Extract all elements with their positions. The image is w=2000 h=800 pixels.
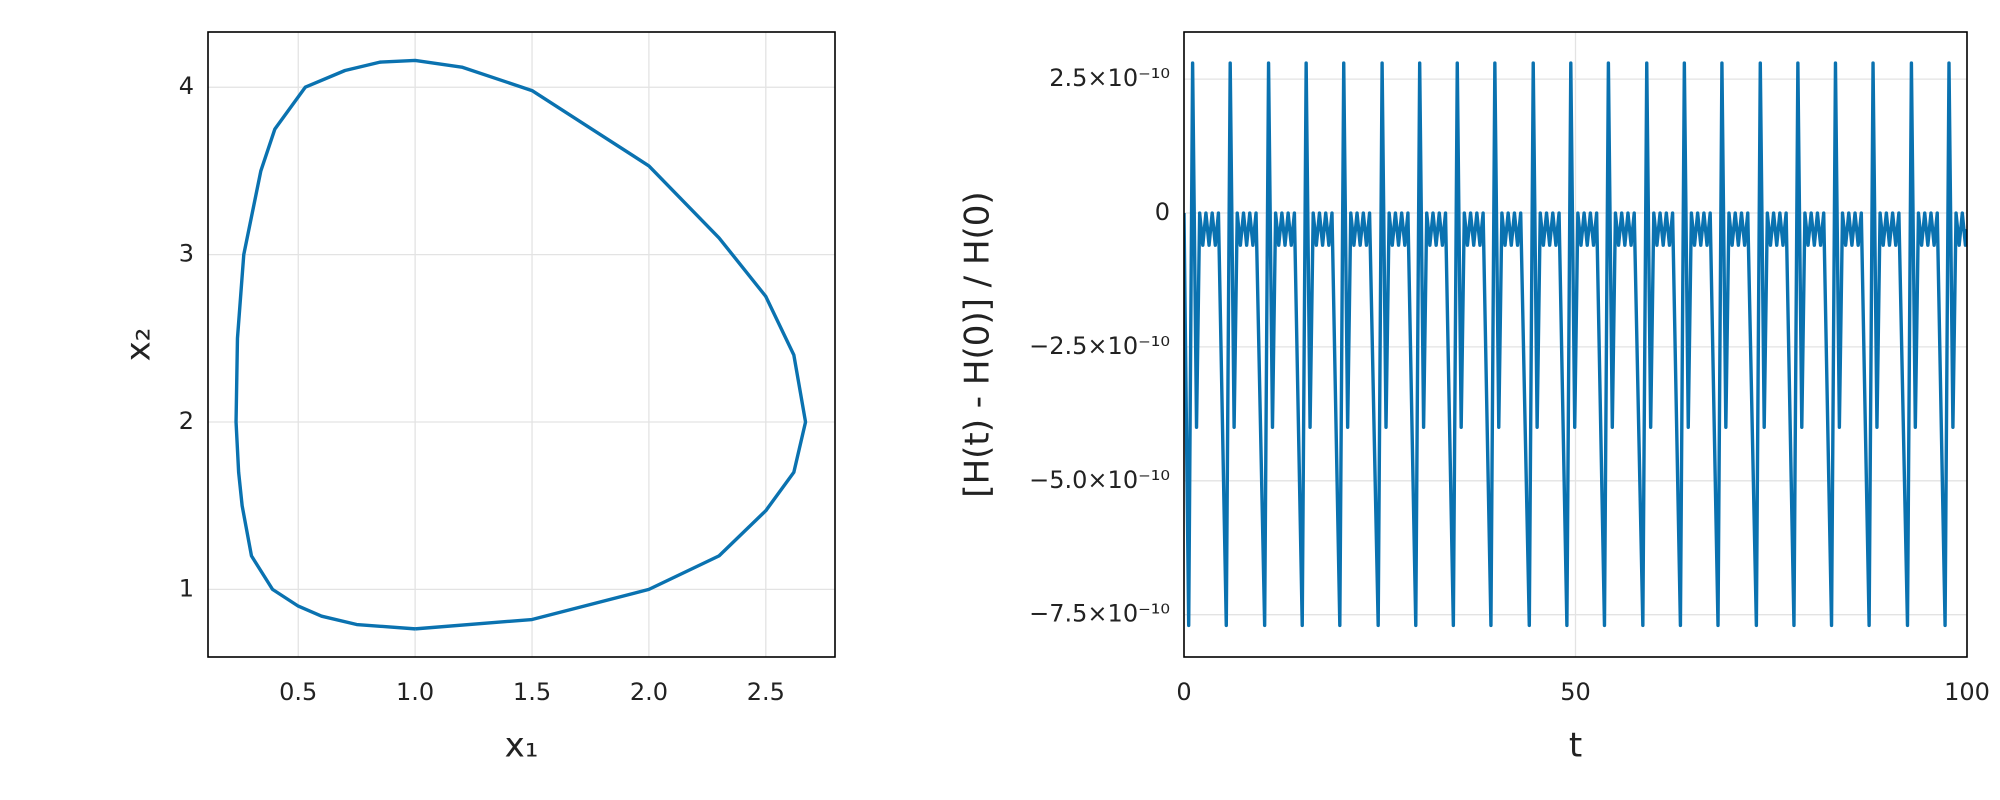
y-tick-label: −7.5×10⁻¹⁰ — [1029, 600, 1170, 628]
x-tick-label: 1.0 — [396, 678, 434, 706]
x-tick-label: 100 — [1944, 678, 1990, 706]
x-tick-label: 1.5 — [513, 678, 551, 706]
data-line — [234, 58, 808, 631]
x-tick-label: 50 — [1560, 678, 1591, 706]
y-tick-label: 3 — [179, 240, 194, 268]
x-tick-label: 0.5 — [279, 678, 317, 706]
y-tick-label: 1 — [179, 574, 194, 602]
x-tick-label: 2.5 — [747, 678, 785, 706]
x-axis-label: x₁ — [505, 726, 539, 766]
y-axis-label: x₂ — [119, 328, 159, 362]
axes-frame — [207, 31, 836, 658]
y-tick-label: 2 — [179, 407, 194, 435]
x-axis-label: t — [1569, 726, 1582, 766]
y-tick-label: −5.0×10⁻¹⁰ — [1029, 466, 1170, 494]
x-tick-label: 2.0 — [630, 678, 668, 706]
y-tick-label: 2.5×10⁻¹⁰ — [1049, 64, 1170, 92]
x-tick-label: 0 — [1176, 678, 1191, 706]
data-line — [1184, 61, 1967, 628]
y-tick-label: 0 — [1155, 198, 1170, 226]
y-tick-label: 4 — [179, 72, 194, 100]
y-axis-label: [H(t) - H(0)] / H(0) — [958, 191, 998, 497]
axes-frame — [1183, 31, 1968, 658]
y-tick-label: −2.5×10⁻¹⁰ — [1029, 332, 1170, 360]
